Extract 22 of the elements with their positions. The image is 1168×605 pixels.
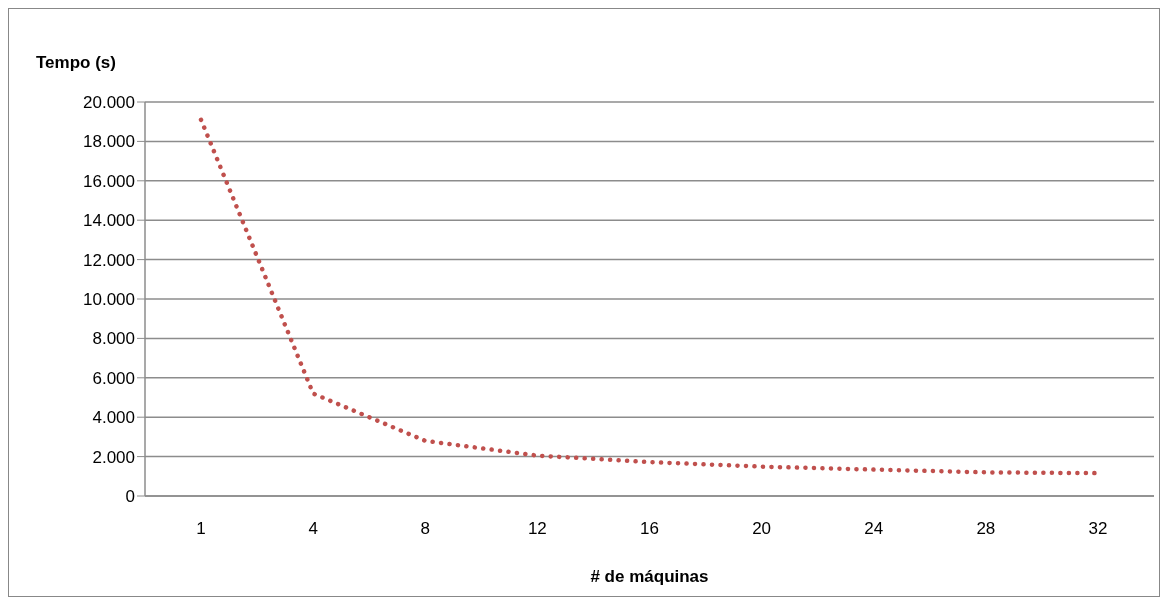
x-tick-label: 4 (308, 519, 318, 539)
x-tick-label: 32 (1088, 519, 1108, 539)
y-tick-label: 18.000 (83, 132, 135, 152)
y-tick-label: 6.000 (92, 368, 135, 388)
y-tick-label: 4.000 (92, 408, 135, 428)
y-tick-label: 10.000 (83, 290, 135, 310)
y-tick-label: 14.000 (83, 211, 135, 231)
x-tick-label: 20 (752, 519, 772, 539)
x-tick-label: 8 (420, 519, 430, 539)
y-tick-label: 20.000 (83, 93, 135, 113)
x-tick-label: 24 (864, 519, 884, 539)
x-tick-label: 28 (976, 519, 996, 539)
y-tick-label: 0 (125, 487, 135, 507)
y-tick-label: 2.000 (92, 447, 135, 467)
x-tick-label: 1 (196, 519, 206, 539)
y-tick-label: 12.000 (83, 250, 135, 270)
y-axis-title: Tempo (s) (36, 53, 116, 73)
y-tick-label: 16.000 (83, 171, 135, 191)
x-tick-label: 12 (527, 519, 547, 539)
x-tick-label: 16 (640, 519, 659, 539)
y-tick-label: 8.000 (92, 329, 135, 349)
x-axis-title: # de máquinas (590, 567, 709, 586)
